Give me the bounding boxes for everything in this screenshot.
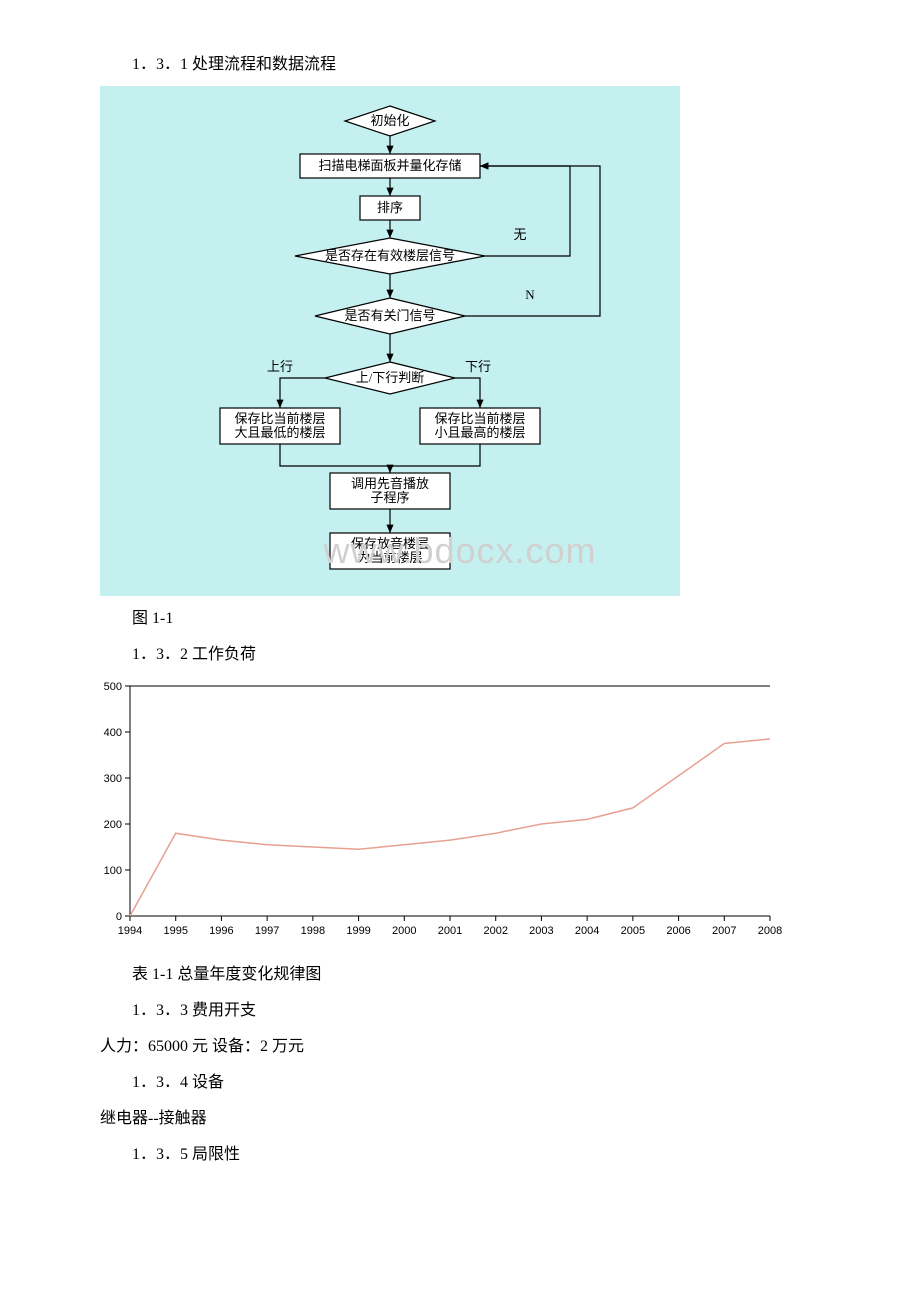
flowchart-svg: 上行 下行 无 N 初始化扫描电梯面板并量化存储排序是否存在有效楼层信号是否有关门信号上… bbox=[100, 86, 680, 596]
svg-text:上行: 上行 bbox=[267, 359, 293, 374]
cost-text: 人力：65000 元 设备：2 万元 bbox=[100, 1032, 820, 1056]
device-text: 继电器--接触器 bbox=[100, 1104, 820, 1128]
svg-text:子程序: 子程序 bbox=[370, 490, 409, 505]
svg-text:保存比当前楼层: 保存比当前楼层 bbox=[434, 411, 525, 426]
svg-text:400: 400 bbox=[104, 727, 122, 739]
svg-text:为当前楼层: 为当前楼层 bbox=[357, 550, 422, 565]
svg-text:2006: 2006 bbox=[666, 925, 690, 937]
svg-text:调用先音播放: 调用先音播放 bbox=[351, 476, 429, 491]
section-title-4: 1．3．4 设备 bbox=[100, 1068, 820, 1092]
svg-text:N: N bbox=[525, 287, 535, 302]
svg-text:下行: 下行 bbox=[465, 359, 491, 374]
section-title-2: 1．3．2 工作负荷 bbox=[100, 640, 820, 664]
svg-text:2005: 2005 bbox=[621, 925, 645, 937]
svg-text:1996: 1996 bbox=[209, 925, 233, 937]
table-1-caption: 表 1-1 总量年度变化规律图 bbox=[100, 960, 820, 984]
svg-text:2007: 2007 bbox=[712, 925, 736, 937]
section-title-1: 1．3．1 处理流程和数据流程 bbox=[100, 50, 820, 74]
svg-text:2001: 2001 bbox=[438, 925, 462, 937]
svg-text:200: 200 bbox=[104, 819, 122, 831]
svg-text:2008: 2008 bbox=[758, 925, 782, 937]
svg-text:1997: 1997 bbox=[255, 925, 279, 937]
svg-text:排序: 排序 bbox=[377, 200, 403, 215]
line-chart-container: 0 100 200 300 400 500 1994 1995 1996 1997 1998 1999… bbox=[75, 676, 795, 946]
svg-text:保存放音楼层: 保存放音楼层 bbox=[351, 536, 429, 551]
svg-text:300: 300 bbox=[104, 773, 122, 785]
svg-text:0: 0 bbox=[116, 911, 122, 923]
svg-text:2000: 2000 bbox=[392, 925, 416, 937]
svg-text:是否存在有效楼层信号: 是否存在有效楼层信号 bbox=[325, 248, 455, 263]
line-chart-svg: 0 100 200 300 400 500 1994 1995 1996 1997 1998 1999… bbox=[75, 676, 795, 946]
svg-text:500: 500 bbox=[104, 681, 122, 693]
svg-text:1998: 1998 bbox=[301, 925, 325, 937]
section-title-5: 1．3．5 局限性 bbox=[100, 1140, 820, 1164]
svg-text:小且最高的楼层: 小且最高的楼层 bbox=[434, 425, 525, 440]
svg-text:2004: 2004 bbox=[575, 925, 599, 937]
svg-text:100: 100 bbox=[104, 865, 122, 877]
flowchart-container: 上行 下行 无 N 初始化扫描电梯面板并量化存储排序是否存在有效楼层信号是否有关门信号上… bbox=[100, 86, 680, 596]
svg-text:大且最低的楼层: 大且最低的楼层 bbox=[234, 425, 325, 440]
svg-text:是否有关门信号: 是否有关门信号 bbox=[344, 308, 435, 323]
figure-1-caption: 图 1-1 bbox=[100, 604, 820, 628]
svg-text:2002: 2002 bbox=[483, 925, 507, 937]
svg-text:保存比当前楼层: 保存比当前楼层 bbox=[234, 411, 325, 426]
svg-text:扫描电梯面板并量化存储: 扫描电梯面板并量化存储 bbox=[318, 158, 461, 173]
svg-text:1995: 1995 bbox=[163, 925, 187, 937]
svg-text:无: 无 bbox=[513, 227, 526, 242]
section-title-3: 1．3．3 费用开支 bbox=[100, 996, 820, 1020]
svg-text:2003: 2003 bbox=[529, 925, 553, 937]
svg-text:1999: 1999 bbox=[346, 925, 370, 937]
svg-text:上/下行判断: 上/下行判断 bbox=[356, 370, 425, 385]
svg-text:初始化: 初始化 bbox=[370, 113, 409, 128]
svg-text:1994: 1994 bbox=[118, 925, 142, 937]
